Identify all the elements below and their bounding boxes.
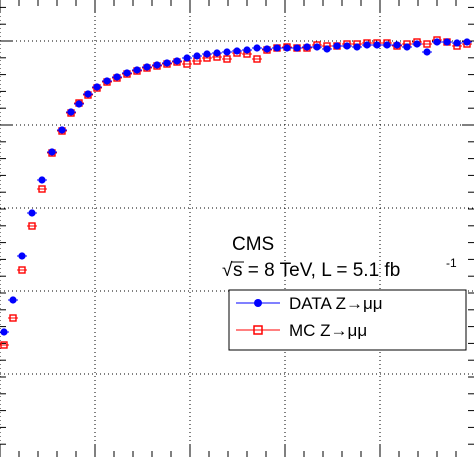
legend-data-label: DATA Z→μμ bbox=[289, 294, 383, 313]
data-point bbox=[93, 83, 101, 91]
data-point bbox=[463, 38, 471, 46]
legend: DATA Z→μμ MC Z→μμ bbox=[228, 289, 467, 351]
data-point bbox=[393, 41, 401, 49]
data-point bbox=[143, 63, 151, 71]
data-point bbox=[84, 90, 92, 98]
data-point bbox=[383, 41, 391, 49]
data-point bbox=[163, 59, 171, 67]
legend-data-marker bbox=[254, 299, 262, 307]
mc-point bbox=[38, 185, 46, 193]
mc-point bbox=[253, 55, 261, 63]
data-point bbox=[18, 252, 26, 260]
data-point bbox=[9, 296, 17, 304]
mc-point bbox=[28, 222, 36, 230]
lumi-exponent: -1 bbox=[446, 256, 457, 270]
data-point bbox=[103, 77, 111, 85]
data-point bbox=[203, 50, 211, 58]
mc-point bbox=[0, 341, 8, 349]
data-point bbox=[433, 38, 441, 46]
data-point bbox=[67, 108, 75, 116]
legend-mc-marker bbox=[253, 325, 263, 335]
series-data bbox=[0, 38, 472, 336]
data-point bbox=[173, 57, 181, 65]
legend-mc-label: MC Z→μμ bbox=[289, 321, 367, 340]
data-point bbox=[293, 44, 301, 52]
data-point bbox=[233, 47, 241, 55]
data-point bbox=[343, 42, 351, 50]
data-point bbox=[353, 43, 361, 51]
cms-label: CMS bbox=[232, 234, 274, 255]
data-point bbox=[243, 46, 251, 54]
data-point bbox=[303, 43, 311, 51]
data-point bbox=[133, 66, 141, 74]
data-point bbox=[423, 48, 431, 56]
energy-lumi-text: s = 8 TeV, L = 5.1 fb bbox=[233, 260, 400, 281]
data-point bbox=[213, 49, 221, 57]
mc-point bbox=[9, 314, 17, 322]
data-point bbox=[413, 40, 421, 48]
data-point bbox=[58, 126, 66, 134]
data-point bbox=[263, 45, 271, 53]
data-point bbox=[273, 44, 281, 52]
data-point bbox=[323, 45, 331, 53]
data-point bbox=[313, 43, 321, 51]
data-point bbox=[283, 44, 291, 52]
sqrt-symbol: √ bbox=[222, 260, 233, 281]
mc-point bbox=[223, 55, 231, 63]
data-point bbox=[223, 48, 231, 56]
mc-point bbox=[18, 266, 26, 274]
mc-point bbox=[423, 40, 431, 48]
data-point bbox=[153, 61, 161, 69]
data-point bbox=[453, 39, 461, 47]
data-point bbox=[113, 73, 121, 81]
data-point bbox=[75, 100, 83, 108]
data-point bbox=[193, 52, 201, 60]
data-point bbox=[253, 44, 261, 52]
data-point bbox=[403, 43, 411, 51]
data-point bbox=[373, 41, 381, 49]
data-point bbox=[363, 41, 371, 49]
data-point bbox=[183, 54, 191, 62]
energy-lumi-label: √ s = 8 TeV, L = 5.1 fb -1 bbox=[222, 256, 457, 281]
data-point bbox=[123, 69, 131, 77]
data-point bbox=[443, 38, 451, 46]
experiment-label: CMS bbox=[232, 234, 274, 255]
data-point bbox=[333, 42, 341, 50]
legend-box bbox=[228, 289, 467, 351]
data-point bbox=[38, 176, 46, 184]
data-point bbox=[0, 328, 8, 336]
data-point bbox=[48, 148, 56, 156]
data-series bbox=[0, 36, 472, 349]
data-point bbox=[28, 209, 36, 217]
